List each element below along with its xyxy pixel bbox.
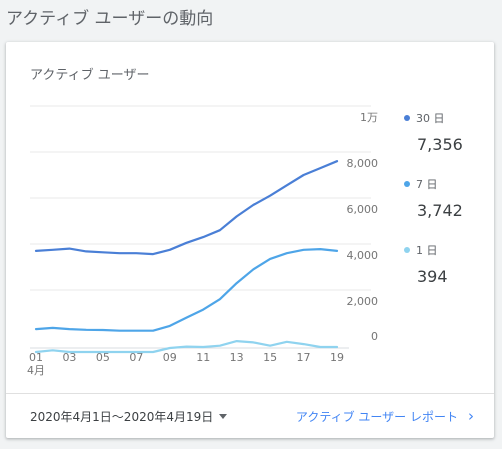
y-tick-label: 4,000 (347, 249, 379, 262)
legend-label: 30 日 (416, 112, 445, 125)
x-tick-label: 19 (330, 351, 344, 364)
series-line-30-day (34, 160, 339, 256)
series-line-7-day (34, 248, 339, 332)
active-users-report-link[interactable]: アクティブ ユーザー レポート › (296, 407, 474, 425)
card-title: アクティブ ユーザー (30, 68, 150, 83)
legend-item-7-day[interactable]: 7 日 3,742 (404, 176, 463, 220)
legend-value: 7,356 (417, 135, 463, 154)
x-month-label: 4月 (27, 364, 45, 377)
card-footer: 2020年4月1日～2020年4月19日 アクティブ ユーザー レポート › (6, 393, 494, 438)
date-range-label: 2020年4月1日～2020年4月19日 (30, 410, 214, 424)
x-tick-label: 13 (230, 351, 244, 364)
chevron-right-icon: › (468, 407, 474, 425)
x-tick-label: 17 (297, 351, 311, 364)
active-users-card: アクティブ ユーザー 0 2,000 4,000 6,000 8,000 1万 01 03 05… (6, 42, 494, 438)
legend-item-30-day[interactable]: 30 日 7,356 (404, 110, 463, 154)
x-tick-label: 07 (129, 351, 143, 364)
y-tick-label: 1万 (360, 111, 378, 124)
x-tick-label: 09 (163, 351, 177, 364)
legend-label: 1 日 (416, 244, 438, 257)
x-tick-label: 03 (62, 351, 76, 364)
active-users-line-chart: 0 2,000 4,000 6,000 8,000 1万 01 03 05 07 09 11 13 15 1… (27, 105, 379, 377)
legend-item-1-day[interactable]: 1 日 394 (404, 242, 448, 286)
caret-down-icon (219, 414, 228, 419)
y-tick-label: 2,000 (347, 295, 379, 308)
legend-label: 7 日 (416, 178, 438, 191)
x-tick-label: 15 (263, 351, 277, 364)
x-tick-label: 01 (29, 351, 43, 364)
y-tick-label: 8,000 (347, 157, 379, 170)
page-title: アクティブ ユーザーの動向 (6, 9, 214, 29)
y-tick-label: 6,000 (347, 203, 379, 216)
date-range-dropdown[interactable]: 2020年4月1日～2020年4月19日 (30, 408, 228, 425)
legend-dot-icon (404, 115, 410, 121)
x-tick-label: 05 (96, 351, 110, 364)
legend-value: 3,742 (417, 201, 463, 220)
legend-value: 394 (417, 267, 448, 286)
legend-dot-icon (404, 181, 410, 187)
series-line-1-day (34, 340, 339, 354)
report-link-label: アクティブ ユーザー レポート (295, 409, 458, 424)
x-tick-label: 11 (196, 351, 210, 364)
legend-dot-icon (404, 247, 410, 253)
y-tick-label: 0 (371, 330, 378, 343)
